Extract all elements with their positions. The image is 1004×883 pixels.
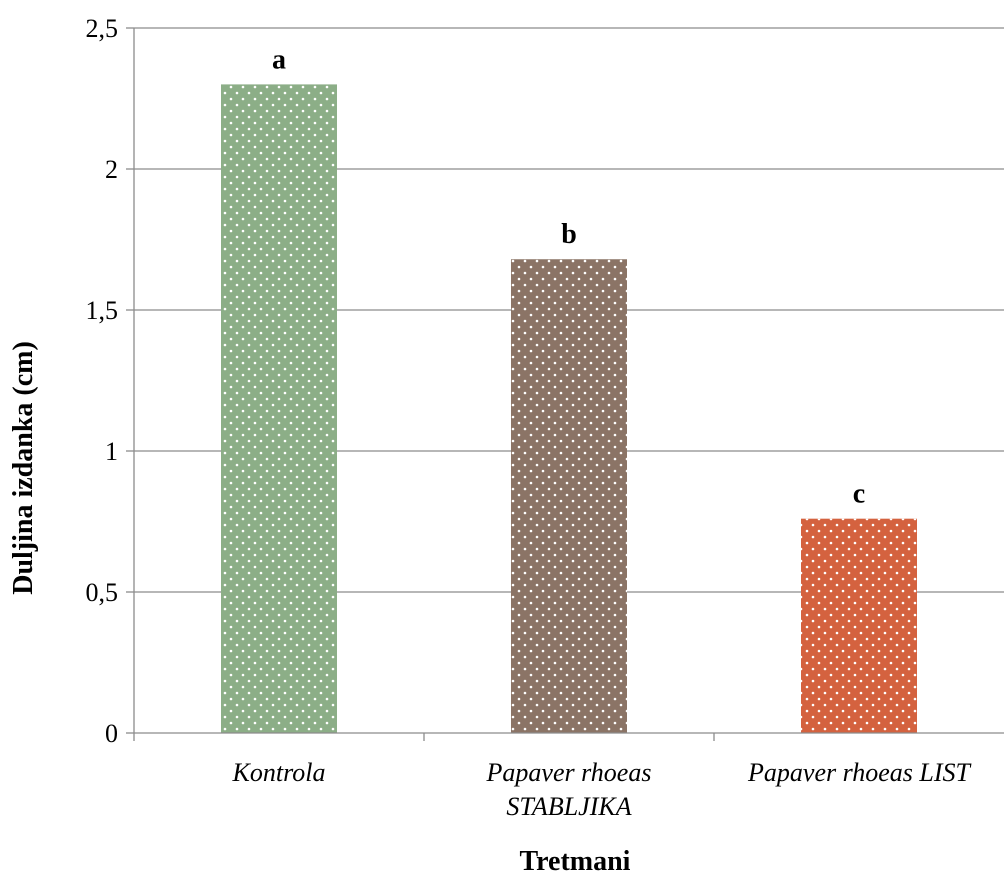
y-tick-label: 2 [105,155,118,184]
y-tick-label: 0,5 [86,578,119,607]
y-tick-label: 2,5 [86,14,119,43]
data-label: b [561,219,577,250]
bar-pattern [221,84,337,733]
y-tick-label: 0 [105,719,118,748]
bar-pattern [801,518,917,733]
data-label: c [853,479,865,510]
y-axis-title: Duljina izdanka (cm) [8,341,39,595]
x-axis-title: Tretmani [520,846,631,877]
x-tick-label: Kontrola [232,758,326,787]
x-tick-labels: Kontrola Papaver rhoeas STABLJIKA Papaver r… [232,758,972,821]
x-tick-label: Papaver rhoeas STABLJIKA [486,758,652,821]
x-tick-label: Papaver rhoeas LIST [747,758,972,787]
data-label: a [272,44,286,75]
y-tick-label: 1 [105,437,118,466]
axes [126,27,1004,741]
data-labels: a b c [272,44,865,509]
bars [221,84,917,733]
y-tick-labels: 0 0,5 1 1,5 2 2,5 [86,14,119,748]
y-tick-label: 1,5 [86,296,119,325]
bar-pattern [511,259,627,733]
